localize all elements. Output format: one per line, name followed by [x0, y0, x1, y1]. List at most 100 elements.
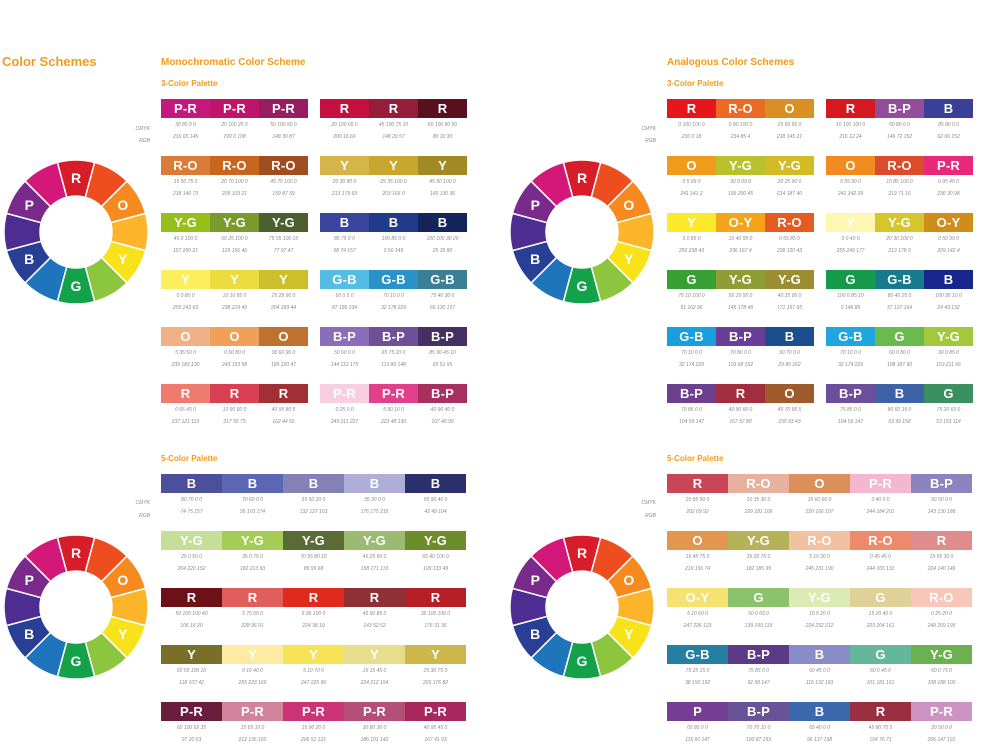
color-swatch: B — [222, 474, 283, 493]
color-wheel: R O Y G B P — [509, 534, 655, 680]
cmyk-value: 5 75 55 0 — [242, 611, 263, 617]
rgb-value: 209 142 4 — [937, 248, 960, 254]
rgb-value: 228 96 91 — [241, 623, 264, 629]
color-swatch: P-R — [222, 702, 283, 721]
palette-group: G 100 0 85 10 0 146 85 G-B 80 40 25 0 37 127 … — [826, 270, 973, 318]
color-swatch: G — [850, 645, 911, 664]
rgb-value: 25 35 80 — [432, 248, 453, 254]
cmyk-value: 60 100 65 35 — [176, 725, 207, 731]
wheel-label: P — [531, 572, 540, 588]
color-swatch: O — [210, 327, 259, 346]
rgb-value: 216 65 145 — [172, 134, 199, 140]
cmyk-value: 75 10 100 0 — [678, 293, 705, 299]
color-swatch: O-Y — [924, 213, 973, 232]
cmyk-value: 30 0 85 0 — [938, 350, 959, 356]
rgb-value: 145 178 48 — [727, 305, 754, 311]
wheel-segment — [530, 536, 574, 583]
color-swatch: O — [259, 327, 308, 346]
color-swatch: O — [765, 99, 814, 118]
rgb-value: 101 181 161 — [866, 680, 895, 686]
rgb-value: 220 166 107 — [805, 509, 834, 515]
wheel-label: B — [530, 251, 540, 267]
rgb-value: 24 43 132 — [937, 305, 960, 311]
rgb-value: 176 31 36 — [424, 623, 447, 629]
color-swatch: Y-G — [222, 531, 283, 550]
rgb-value: 148 29 57 — [382, 134, 405, 140]
color-swatch: R-O — [161, 156, 210, 175]
color-swatch: R — [320, 99, 369, 118]
rgb-value: 202 69 92 — [686, 509, 709, 515]
cmyk-value: 0 40 0 0 — [871, 497, 890, 503]
rgb-value: 32 174 229 — [837, 362, 864, 368]
rgb-value: 146 72 152 — [886, 134, 913, 140]
cmyk-value: 85 75 0 0 — [334, 236, 355, 242]
rgb-value: 74 75 157 — [180, 509, 203, 515]
color-swatch: B-P — [728, 702, 789, 721]
cmyk-value: 60 0 45 0 — [870, 668, 891, 674]
palette-group: Y-G 25 0 50 0 204 220 152 Y-G 35 0 75 0 182 2… — [161, 531, 466, 579]
color-swatch: R-O — [789, 531, 850, 550]
rgb-value: 158 171 119 — [360, 566, 389, 572]
rgb-value: 115 60 147 — [685, 737, 710, 743]
rgb-value: 224 38 19 — [302, 623, 325, 629]
rgb-value: 0 146 85 — [840, 305, 861, 311]
rgb-value: 213 178 0 — [888, 248, 911, 254]
rgb-value: 167 57 80 — [729, 419, 752, 425]
cmyk-value: 100 95 10 0 — [935, 293, 962, 299]
rgb-value: 216 12 24 — [839, 134, 862, 140]
rgb-value: 247 225 96 — [300, 680, 327, 686]
wheel-label: O — [623, 197, 634, 213]
rgb-value: 204 183 44 — [270, 305, 297, 311]
color-swatch: Y-G — [405, 531, 466, 550]
rgb-value: 148 30 87 — [272, 134, 295, 140]
color-swatch: Y-G — [210, 213, 259, 232]
palette-group: G-B 70 10 0 0 32 174 229 B-P 70 80 0 0 103 68… — [667, 327, 814, 375]
color-swatch: R — [161, 588, 222, 607]
color-swatch: Y — [418, 156, 467, 175]
cmyk-value: 10 90 60 0 — [222, 407, 247, 413]
cmyk-value: 80 40 25 0 — [887, 293, 912, 299]
cmyk-value: 30 80 30 0 — [362, 725, 387, 731]
palette-group: Y 60 55 100 10 118 107 42 Y 0 10 40 0 255 233… — [161, 645, 466, 693]
rgb-value: 234 85 4 — [730, 134, 751, 140]
color-swatch: Y — [405, 645, 466, 664]
color-swatch: Y-G — [765, 156, 814, 175]
color-swatch: Y-G — [161, 213, 210, 232]
color-swatch: B-P — [320, 327, 369, 346]
color-swatch: R — [210, 384, 259, 403]
color-swatch: G — [728, 588, 789, 607]
cmyk-value: 15 15 45 0 — [362, 668, 387, 674]
palette-group: Y 0 0 40 0 255 249 177 Y-G 20 30 100 0 213 17… — [826, 213, 973, 261]
cmyk-value: 45 70 95 5 — [777, 407, 802, 413]
cmyk-row-label: CMYK — [641, 126, 656, 132]
wheel-label: O — [117, 197, 128, 213]
rgb-value: 0 56 149 — [383, 248, 404, 254]
cmyk-value: 15 50 75 0 — [173, 179, 198, 185]
cmyk-value: 45 50 100 0 — [429, 179, 456, 185]
palette-group: G-B 75 25 15 0 38 150 192 B-P 75 85 0 0 92 58… — [667, 645, 972, 693]
color-swatch: R — [850, 702, 911, 721]
color-swatch: O — [789, 474, 850, 493]
cmyk-value: 40 90 60 0 — [728, 407, 753, 413]
palette-group: Y-G 45 0 100 0 157 200 21 Y-G 60 25 100 0 129… — [161, 213, 308, 261]
cmyk-value: 25 25 90 0 — [271, 293, 296, 299]
color-swatch: P-R — [161, 702, 222, 721]
cmyk-value: 70 60 0 0 — [242, 497, 263, 503]
cmyk-value: 100 100 30 20 — [426, 236, 459, 242]
rgb-value: 182 213 93 — [239, 566, 266, 572]
palette-group: G 75 10 100 0 51 162 96 Y-G 50 15 95 0 145 17… — [667, 270, 814, 318]
wheel-segment — [530, 161, 574, 208]
cmyk-value: 65 85 0 0 — [687, 725, 708, 731]
cmyk-value: 60 100 80 50 — [427, 122, 458, 128]
cmyk-value: 45 100 75 10 — [378, 122, 409, 128]
color-swatch: B — [283, 474, 344, 493]
color-swatch: G — [924, 384, 973, 403]
cmyk-value: 20 30 80 0 — [332, 179, 357, 185]
rgb-value: 218 146 73 — [172, 191, 199, 197]
palette-group: P 65 85 0 0 115 60 147 B-P 70 70 10 0 100 87 … — [667, 702, 972, 750]
color-swatch: G-B — [826, 327, 875, 346]
cmyk-value: 45 0 100 0 — [173, 236, 198, 242]
cmyk-value: 100 0 85 10 — [837, 293, 864, 299]
cmyk-value: 5 10 70 0 — [303, 668, 324, 674]
rgb-value: 32 178 229 — [380, 305, 407, 311]
